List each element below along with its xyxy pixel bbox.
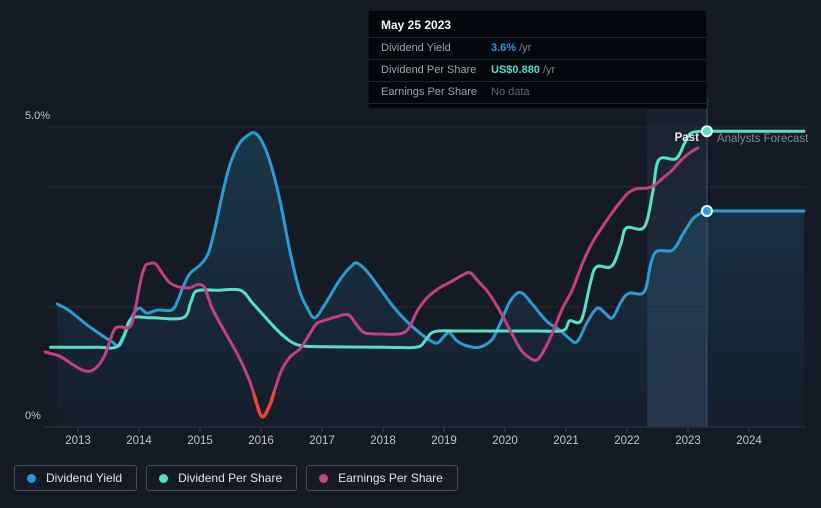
x-axis-label-2022: 2022: [614, 435, 640, 447]
dividend-yield-current-marker[interactable]: [700, 205, 713, 217]
dividend-per-share-line: [49, 129, 806, 350]
tooltip-value-suffix: /yr: [542, 64, 556, 76]
earnings-per-share-negative-segment: [252, 391, 276, 419]
earnings-per-share-line: [43, 146, 700, 419]
x-axis-label-2016: 2016: [248, 435, 274, 447]
y-axis-label-5: 5.0%: [25, 110, 50, 122]
legend-label: Earnings Per Share: [338, 471, 443, 485]
past-label: Past: [675, 132, 699, 144]
tooltip-value-suffix: /yr: [519, 42, 532, 54]
tooltip-label: Dividend Per Share: [381, 64, 477, 76]
legend-item-earnings-per-share[interactable]: Earnings Per Share: [306, 465, 458, 491]
dividend-yield-swatch-icon: [27, 473, 36, 483]
chart-canvas[interactable]: 2013 2014 2015 2016 2017 2018 2019 2020 2021 2022…: [0, 0, 821, 460]
x-axis-label-2014: 2014: [126, 435, 152, 447]
legend-item-dividend-per-share[interactable]: Dividend Per Share: [146, 465, 298, 491]
x-axis-label-2021: 2021: [553, 435, 579, 447]
x-axis-label-2019: 2019: [431, 435, 457, 447]
chart-tooltip: May 25 2023 Dividend Yield 3.6% /yr Divi…: [368, 10, 707, 109]
tooltip-value-dividend-per-share: US$0.880: [491, 64, 540, 76]
tooltip-row-dividend-yield: Dividend Yield 3.6% /yr: [369, 38, 706, 60]
tooltip-value-dividend-yield: 3.6%: [491, 42, 517, 54]
y-axis-label-0: 0%: [25, 410, 41, 422]
x-axis-label-2017: 2017: [309, 435, 335, 447]
tooltip-label: Dividend Yield: [381, 42, 451, 54]
legend-label: Dividend Yield: [46, 471, 123, 485]
x-axis-label-2018: 2018: [370, 435, 396, 447]
tooltip-value-earnings-per-share: No data: [491, 86, 530, 98]
x-axis-label-2020: 2020: [492, 435, 518, 447]
legend-label: Dividend Per Share: [178, 471, 283, 485]
legend-item-dividend-yield[interactable]: Dividend Yield: [14, 465, 138, 491]
tooltip-row-dividend-per-share: Dividend Per Share US$0.880 /yr: [369, 60, 706, 82]
x-axis-label-2013: 2013: [65, 435, 91, 447]
dividend-yield-area: [57, 132, 804, 427]
x-axis-label-2015: 2015: [187, 435, 213, 447]
x-axis-label-2023: 2023: [675, 435, 701, 447]
analysts-forecast-label: Analysts Forecast: [717, 133, 809, 145]
tooltip-date: May 25 2023: [369, 11, 706, 38]
chart-legend: Dividend Yield Dividend Per Share Earnin…: [14, 465, 458, 491]
dividend-per-share-current-marker[interactable]: [700, 125, 713, 138]
earnings-per-share-swatch-icon: [319, 473, 329, 483]
tooltip-row-earnings-per-share: Earnings Per Share No data: [369, 82, 706, 104]
tooltip-label: Earnings Per Share: [381, 86, 477, 98]
dividend-per-share-swatch-icon: [159, 473, 169, 483]
x-axis-label-2024: 2024: [736, 435, 762, 447]
